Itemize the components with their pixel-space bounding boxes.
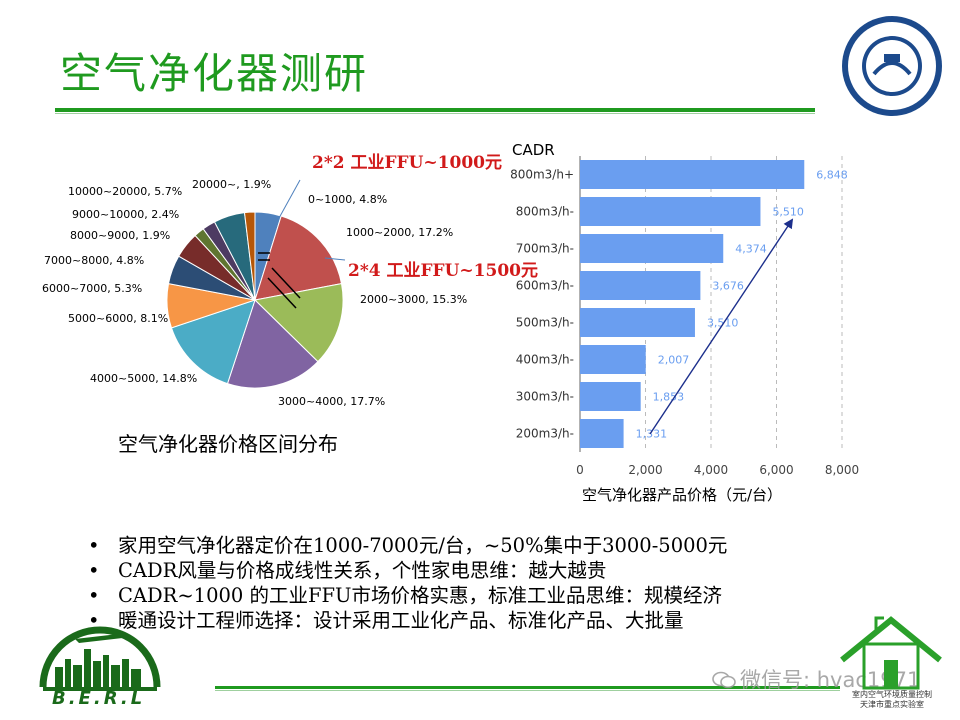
y-tick-label: 600m3/h-: [516, 279, 574, 293]
pie-slice-label: 20000~, 1.9%: [192, 178, 271, 191]
leader-line: [267, 179, 301, 239]
bullet-list: • 家用空气净化器定价在1000-7000元/台，~50%集中于3000-5000…: [88, 533, 868, 633]
bar: [580, 308, 695, 337]
data-label: 4,374: [735, 243, 767, 256]
y-tick-label: 800m3/h+: [510, 168, 574, 182]
data-label: 6,848: [816, 169, 848, 182]
page-title: 空气净化器测研: [60, 49, 369, 98]
footer-divider: [215, 686, 840, 689]
pie-slice-label: 4000~5000, 14.8%: [90, 372, 197, 385]
wechat-icon: [712, 671, 736, 689]
pie-slice: [170, 299, 256, 385]
berl-skyline-logo: [39, 626, 161, 691]
pie-slice-label: 0~1000, 4.8%: [308, 193, 387, 206]
pie-slice-label: 6000~7000, 5.3%: [42, 282, 142, 295]
pie-slice-label: 10000~20000, 5.7%: [68, 185, 182, 198]
bar: [580, 419, 624, 448]
bullet-item: • 暖通设计工程师选择：设计采用工业化产品、标准化产品、大批量: [88, 609, 684, 632]
bar: [580, 197, 761, 226]
bar: [580, 382, 641, 411]
pie-slice-label: 3000~4000, 17.7%: [278, 395, 385, 408]
bar: [580, 160, 805, 189]
data-label: 2,007: [658, 354, 690, 367]
y-tick-label: 700m3/h-: [516, 242, 574, 256]
title-divider: [55, 108, 815, 112]
note-ffu-2x4: 2*4 工业FFU~1500元: [348, 261, 538, 281]
annotation-stroke: [267, 277, 297, 309]
y-tick-label: 200m3/h-: [516, 427, 574, 441]
x-tick-label: 0: [576, 463, 584, 477]
cadr-price-bar-chart: CADR 0 2,000 4,000 6,000 8,000 800m3/h+ 6,848 80…: [510, 141, 859, 477]
footer-divider-thin: [215, 690, 840, 691]
bar-x-axis-label: 空气净化器产品价格（元/台）: [582, 486, 783, 504]
pie-slice: [226, 299, 319, 389]
y-tick-label: 300m3/h-: [516, 390, 574, 404]
trend-arrow: [649, 218, 794, 435]
pie-slice-label: 1000~2000, 17.2%: [346, 226, 453, 239]
title-divider-thin: [55, 113, 815, 114]
bullet-item: • 家用空气净化器定价在1000-7000元/台，~50%集中于3000-5000…: [88, 534, 728, 557]
leader-line: [324, 257, 346, 261]
pie-slice: [254, 215, 343, 301]
lab-caption: 室内空气环境质量控制 天津市重点实验室: [852, 690, 932, 709]
data-label: 1,853: [653, 391, 685, 404]
bar-y-axis-label: CADR: [512, 141, 555, 159]
bullet-item: • CADR~1000 的工业FFU市场价格实惠，标准工业品思维：规模经济: [88, 584, 722, 607]
lab-house-logo: [840, 616, 942, 690]
pie-slice-label: 5000~6000, 8.1%: [68, 312, 168, 325]
bar: [580, 271, 701, 300]
university-seal-logo: [842, 16, 942, 116]
y-tick-label: 400m3/h-: [516, 353, 574, 367]
data-label: 3,510: [707, 317, 739, 330]
pie-slice: [253, 283, 344, 363]
pie-slice-label: 8000~9000, 1.9%: [70, 229, 170, 242]
note-ffu-2x2: 2*2 工业FFU~1000元: [312, 153, 502, 173]
x-tick-label: 6,000: [759, 463, 793, 477]
pie-slice-label: 7000~8000, 4.8%: [44, 254, 144, 267]
annotation-stroke: [271, 267, 301, 299]
pie-caption: 空气净化器价格区间分布: [118, 432, 338, 456]
pie-slice-label: 9000~10000, 2.4%: [72, 208, 179, 221]
data-label: 1,331: [636, 428, 668, 441]
bar: [580, 234, 724, 263]
berl-label: B.E.R.L: [52, 688, 146, 709]
pie-slice-label: 2000~3000, 15.3%: [360, 293, 467, 306]
price-distribution-pie-chart: 0~1000, 4.8% 1000~2000, 17.2% 2000~3000, 1…: [42, 178, 467, 408]
bullet-item: • CADR风量与价格成线性关系，个性家电思维：越大越贵: [88, 559, 607, 582]
data-label: 5,510: [772, 206, 804, 219]
pie-slice: [243, 211, 256, 301]
x-tick-label: 2,000: [628, 463, 662, 477]
bar: [580, 345, 646, 374]
x-tick-label: 4,000: [694, 463, 728, 477]
y-tick-label: 500m3/h-: [516, 316, 574, 330]
x-tick-label: 8,000: [825, 463, 859, 477]
data-label: 3,676: [712, 280, 744, 293]
y-tick-label: 800m3/h-: [516, 205, 574, 219]
